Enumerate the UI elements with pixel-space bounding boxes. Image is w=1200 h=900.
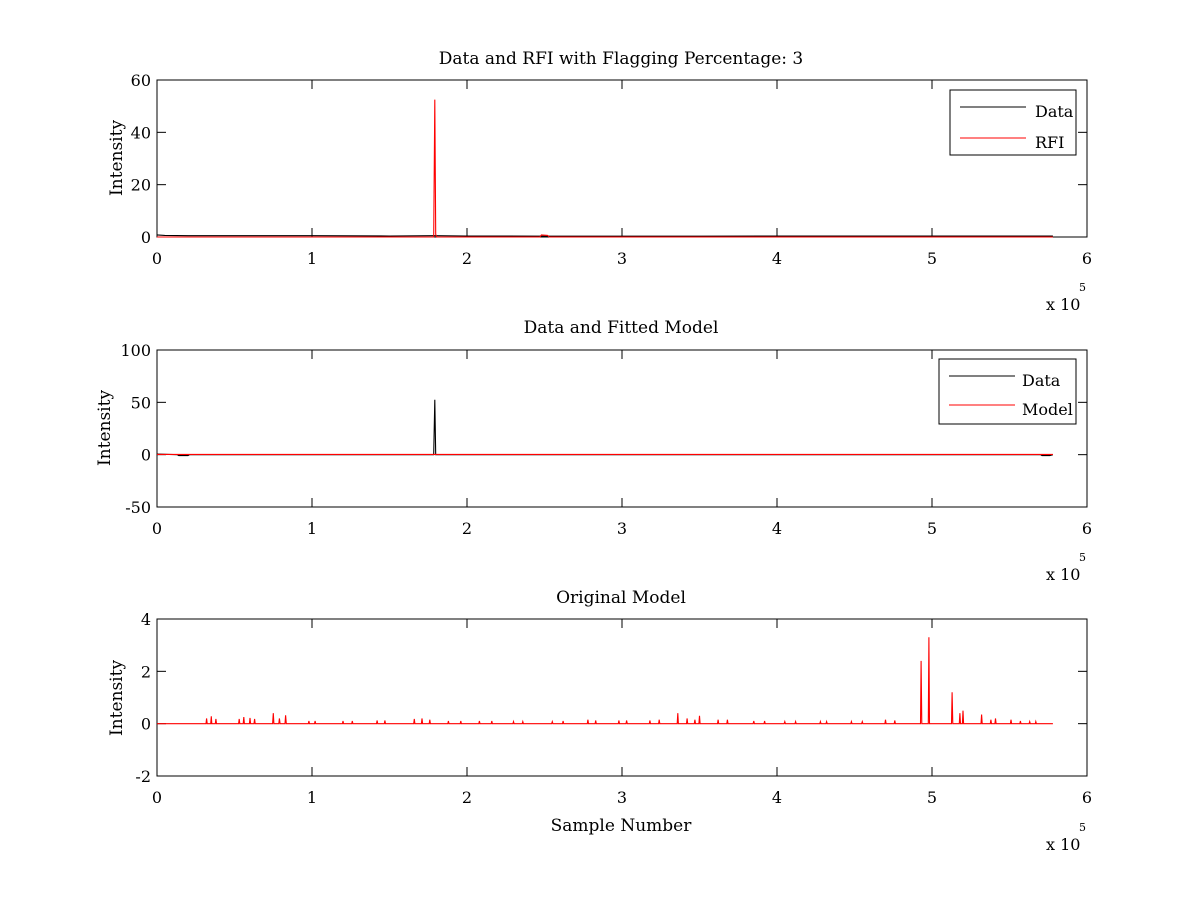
subplot-1-x-exponent: x 10 5 [1046, 281, 1086, 314]
subplot-2-x-exponent: x 10 5 [1046, 551, 1086, 584]
subplot-2-xtick-label: 4 [772, 519, 782, 538]
subplot-3-xtick-label: 1 [307, 788, 317, 807]
subplot-2-legend-box [938, 358, 1077, 425]
subplot-2-x-exponent-power: 5 [1079, 551, 1086, 564]
subplot-2: Data and Fitted Model Intensity 0 1 2 3 4 5 6 -… [95, 318, 1092, 584]
subplot-3-x-exponent-power: 5 [1079, 821, 1086, 834]
subplot-1-series-rfi-line [157, 99, 1053, 238]
subplot-3-axes-box [156, 618, 1088, 777]
subplot-3-ytick-label: 4 [141, 610, 151, 629]
subplot-3-x-exponent-base: x 10 [1046, 835, 1080, 854]
subplot-2-x-exponent-base: x 10 [1046, 565, 1080, 584]
subplot-1: Data and RFI with Flagging Percentage: 3… [107, 49, 1092, 314]
subplot-3-xlabel: Sample Number [551, 816, 693, 836]
subplot-2-xtick-label: 5 [927, 519, 937, 538]
subplot-2-xtick-label: 3 [617, 519, 627, 538]
subplot-1-x-exponent-base: x 10 [1046, 295, 1080, 314]
subplot-1-ytick-label: 0 [141, 228, 151, 247]
subplot-2-xtick-label: 1 [307, 519, 317, 538]
subplot-3-ylabel: Intensity [107, 660, 127, 736]
subplot-1-legend-box [949, 89, 1077, 156]
subplot-1-xtick-label: 5 [927, 249, 937, 268]
subplot-1-xtick-label: 1 [307, 249, 317, 268]
subplot-2-series-data-line [156, 399, 1054, 457]
subplot-3-x-exponent: x 10 5 [1046, 821, 1086, 854]
subplot-2-ytick-label: 100 [120, 341, 151, 360]
subplot-2-legend-label-model: Model [1022, 400, 1073, 419]
subplot-3-ytick-label: 2 [141, 662, 151, 681]
subplot-2-ylabel: Intensity [95, 390, 115, 466]
subplot-3: Original Model Intensity Sample Number 0… [107, 588, 1092, 854]
subplot-1-xtick-label: 3 [617, 249, 627, 268]
subplot-2-legend: Data Model [938, 358, 1077, 425]
subplot-3-title: Original Model [556, 588, 686, 608]
subplot-2-ytick-label: 0 [141, 446, 151, 465]
subplot-3-xtick-label: 0 [152, 788, 162, 807]
subplot-1-ytick-label: 20 [131, 176, 151, 195]
subplot-2-xtick-label: 0 [152, 519, 162, 538]
subplot-1-ytick-label: 40 [131, 123, 151, 142]
subplot-3-ytick-label: 0 [141, 715, 151, 734]
subplot-3-ytick-label: -2 [135, 767, 151, 786]
subplot-1-xtick-label: 2 [462, 249, 472, 268]
subplot-3-xtick-label: 4 [772, 788, 782, 807]
subplot-1-series-data-line [156, 234, 1053, 237]
subplot-3-xtick-label: 2 [462, 788, 472, 807]
subplot-1-legend: Data RFI [949, 89, 1077, 156]
subplot-1-title: Data and RFI with Flagging Percentage: 3 [439, 49, 803, 69]
subplot-1-x-exponent-power: 5 [1079, 281, 1086, 294]
subplot-1-legend-label-data: Data [1035, 102, 1074, 121]
subplot-1-xtick-label: 0 [152, 249, 162, 268]
subplot-3-xtick-label: 5 [927, 788, 937, 807]
subplot-1-legend-label-rfi: RFI [1035, 133, 1064, 152]
subplot-3-xtick-label: 6 [1082, 788, 1092, 807]
subplot-2-xtick-label: 6 [1082, 519, 1092, 538]
subplot-2-axes-box [156, 349, 1088, 508]
subplot-2-ytick-label: 50 [131, 393, 151, 412]
subplot-2-xtick-label: 2 [462, 519, 472, 538]
subplot-1-xtick-label: 6 [1082, 249, 1092, 268]
subplot-1-ylabel: Intensity [107, 120, 127, 196]
subplot-1-xtick-label: 4 [772, 249, 782, 268]
subplot-2-legend-label-data: Data [1022, 371, 1061, 390]
subplot-1-ytick-label: 60 [131, 71, 151, 90]
subplot-2-title: Data and Fitted Model [524, 318, 719, 338]
subplot-2-ytick-label: -50 [125, 498, 151, 517]
subplot-3-series-model-line [157, 637, 1053, 725]
subplot-3-xtick-label: 3 [617, 788, 627, 807]
subplot-1-axes-box [156, 79, 1088, 238]
